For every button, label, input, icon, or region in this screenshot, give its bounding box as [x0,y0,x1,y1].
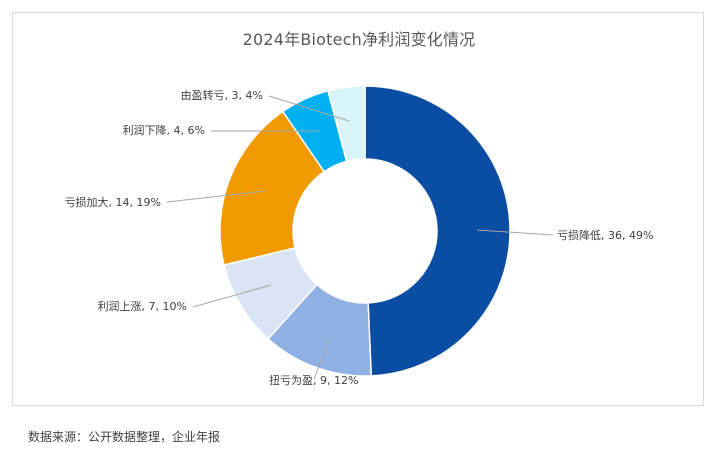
donut-slice [219,110,326,266]
slice-label: 亏损加大, 14, 19% [65,195,161,209]
donut-slice [327,85,366,163]
leader-line [313,340,330,380]
slice-label: 由盈转亏, 3, 4% [181,88,263,102]
leader-line [476,229,554,236]
slice-label: 利润下降, 4, 6% [123,123,205,137]
chart-frame: 2024年Biotech净利润变化情况 亏损降低, 36, 49% 扭亏为盈, 9… [12,12,704,406]
slice-label: 亏损降低, 36, 49% [557,228,653,242]
leader-line [268,95,350,122]
leader-line [192,284,272,308]
donut-chart: 亏损降低, 36, 49% 扭亏为盈, 9, 12% 利润上涨, 7, 10% 亏损加… [65,85,653,387]
donut-slice [364,85,511,377]
leader-line [166,190,266,203]
chart-title: 2024年Biotech净利润变化情况 [242,30,476,49]
source-note: 数据来源：公开数据整理，企业年报 [28,430,221,444]
slice-label: 利润上涨, 7, 10% [98,299,187,313]
slice-label: 扭亏为盈, 9, 12% [269,373,358,387]
